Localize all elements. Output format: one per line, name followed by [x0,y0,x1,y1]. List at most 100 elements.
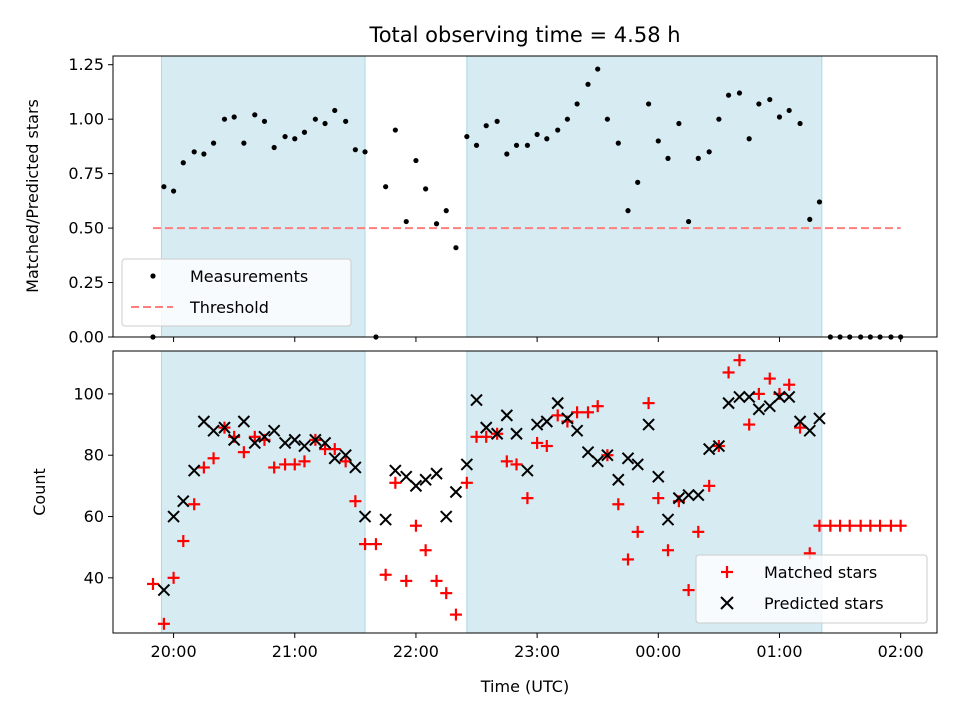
measurement-point [282,133,288,140]
measurement-point [665,155,671,161]
matched-star-point [188,498,201,511]
predicted-star-point [460,458,474,471]
bottom-y-tick-label: 40 [84,568,104,587]
matched-star-point [531,436,544,449]
legend-measurements-marker [150,273,156,279]
measurement-point [464,133,470,140]
bottom-y-axis-label: Count [30,468,49,516]
predicted-star-point [419,473,432,486]
predicted-star-point [621,452,635,465]
matched-star-point [339,455,352,468]
measurement-point [574,101,580,107]
measurement-point [322,120,328,127]
predicted-star-point [197,415,211,428]
measurement-point [695,155,701,161]
measurement-point [383,184,389,190]
measurement-point [716,116,722,122]
matched-star-point [692,525,705,538]
matched-star-point [359,538,372,551]
measurement-point [453,245,459,251]
matched-star-point [500,455,513,468]
predicted-star-point [267,424,281,437]
predicted-star-point [440,510,453,523]
predicted-star-point [400,470,413,483]
matched-star-point [419,544,432,557]
predicted-star-point [591,455,604,468]
bottom-panel: 40 60 80 100 20:00 21:00 22:00 23:00 00:00 01:00… [30,350,938,696]
top-x-ticks [173,337,902,342]
measurement-point [585,81,591,87]
measurement-point [473,142,480,148]
matched-star-point [369,538,382,551]
bottom-x-ticks: 20:00 21:00 22:00 23:00 00:00 01:00 02:00 [151,633,924,661]
measurement-point [736,90,743,96]
predicted-star-point [207,424,220,437]
matched-star-point [379,568,392,581]
matched-star-point [763,372,776,385]
matched-star-point [682,584,695,597]
predicted-star-point [692,488,705,502]
measurement-point [221,116,228,122]
top-title: Total observing time = 4.58 h [368,23,680,47]
top-legend-box [121,258,352,327]
predicted-stars-points [157,390,826,597]
bottom-x-tick-label: 23:00 [514,642,560,661]
matched-star-point [197,461,210,474]
matched-star-point [268,461,281,474]
matched-star-point [733,354,746,367]
predicted-star-point [379,513,392,526]
measurement-point [756,101,762,107]
matched-star-point [661,544,674,557]
measurement-point [706,149,712,155]
predicted-star-point [318,436,332,450]
measurement-point [443,208,449,214]
measurement-point [483,123,489,129]
predicted-star-point [702,442,716,456]
matched-star-point [722,366,735,379]
measurement-point [504,151,510,157]
predicted-star-point [409,479,423,493]
legend-predicted-marker [720,596,734,610]
predicted-star-point [752,403,766,416]
measurement-point [252,112,258,118]
predicted-star-point [570,424,584,437]
matched-star-point [582,406,595,419]
bottom-x-tick-label: 21:00 [272,642,318,661]
predicted-star-point [682,488,695,502]
measurement-point [646,101,652,107]
top-y-tick-label: 0.25 [68,273,104,292]
matched-star-point [843,519,856,532]
predicted-star-point [480,421,493,434]
predicted-star-point [521,464,534,477]
predicted-star-point [258,430,271,444]
bottom-legend: Matched stars Predicted stars [695,554,928,624]
legend-matched-marker [721,566,733,578]
predicted-star-point [500,409,514,422]
matched-star-point [591,400,604,413]
predicted-star-point [157,583,171,597]
predicted-star-point [712,439,726,453]
measurement-point [544,136,550,142]
measurement-point [292,136,298,142]
matched-star-point [449,608,462,621]
matched-star-point [237,446,250,459]
bottom-x-tick-label: 02:00 [878,642,924,661]
measurement-point [555,127,561,133]
matched-star-point [248,430,261,443]
bottom-legend-box [695,554,928,624]
predicted-star-point [510,427,523,440]
predicted-star-point [672,491,686,505]
matched-star-point [460,476,473,489]
matched-star-point [328,443,341,456]
top-axes-frame [112,55,938,338]
measurement-point [433,221,440,227]
measurement-point [524,142,531,148]
matched-star-point [743,418,756,431]
top-y-tick-label: 1.25 [68,55,104,74]
measurement-point [725,92,732,98]
bottom-y-ticks: 40 60 80 100 [73,384,113,587]
predicted-star-point [298,439,311,453]
predicted-star-point [551,396,564,410]
top-legend: Measurements Threshold [121,258,352,327]
